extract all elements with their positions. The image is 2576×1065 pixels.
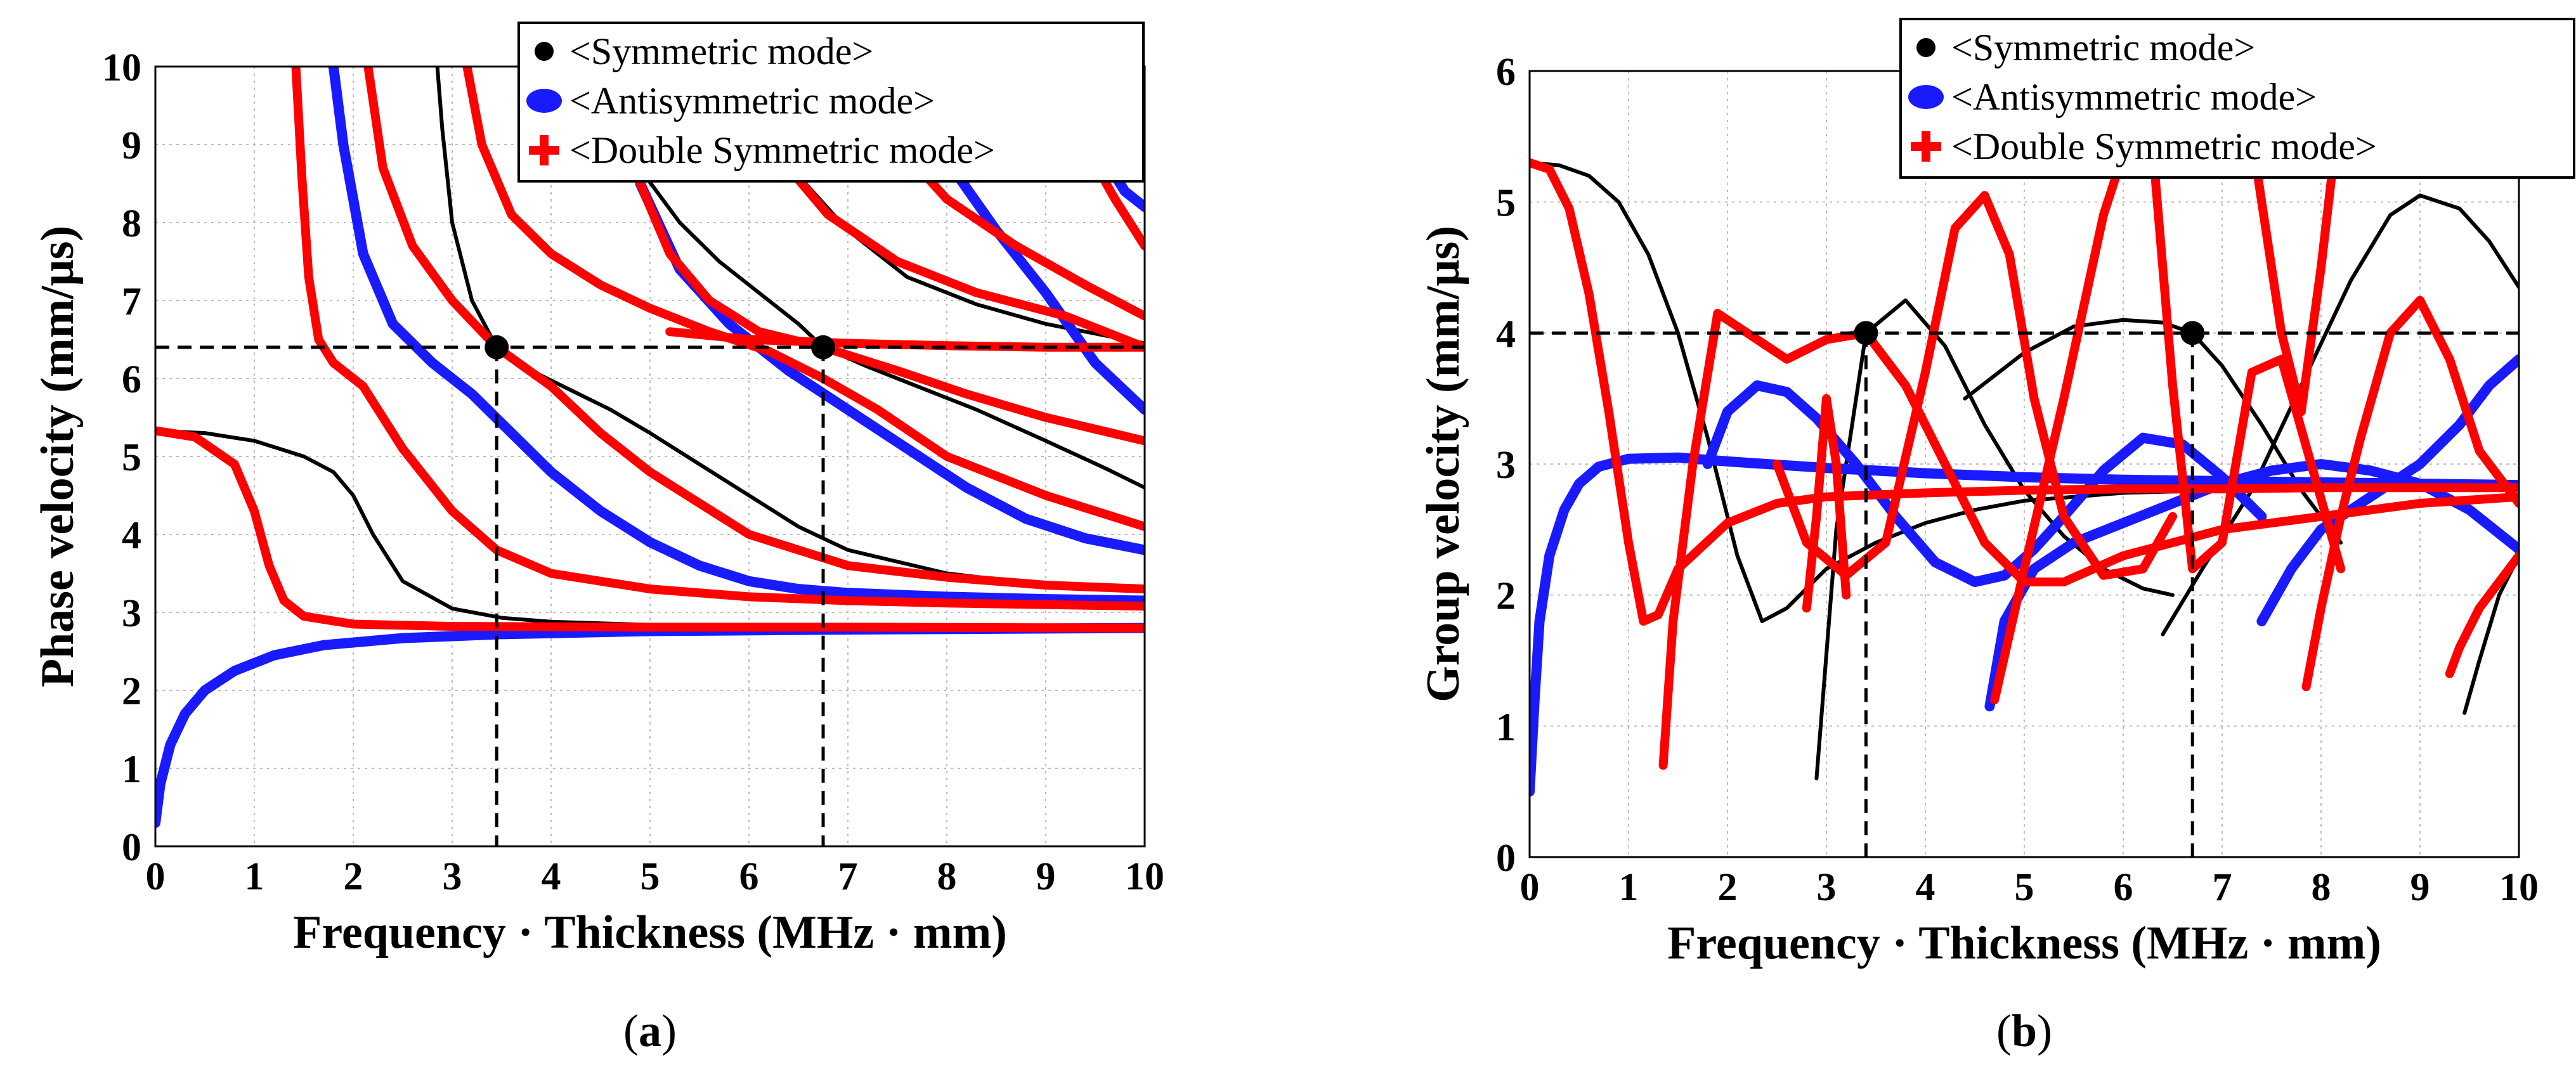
legend: <Symmetric mode> <Antisymmetric mode> <Dou…	[1899, 18, 2575, 179]
y-tick-label: 8	[122, 202, 141, 245]
y-tick-label: 3	[1496, 444, 1516, 487]
legend-marker-symmetric	[1916, 38, 1935, 57]
x-tick-label: 6	[2114, 866, 2133, 909]
panel-letter: b	[2012, 1005, 2037, 1056]
chart-panel-a: 0 1 2 3 4 5 6 7 8 9 10 0 1 2 3 4 5 6 7 8 9 10 Frequency · Thic…	[0, 0, 1268, 1065]
x-tick-label: 1	[1619, 866, 1639, 909]
y-tick-label: 1	[122, 748, 141, 791]
panel-caption: (b)	[1996, 1005, 2052, 1056]
panel-caption: (a)	[623, 1005, 677, 1056]
series-double-symmetric-D0	[1530, 158, 2519, 626]
y-tick-label: 4	[1496, 313, 1516, 356]
y-tick-label: 2	[1496, 575, 1516, 618]
highlight-point	[1854, 321, 1878, 345]
series-double-symmetric-D0	[155, 426, 1145, 633]
legend-label: <Symmetric mode>	[1951, 27, 2255, 68]
x-axis-label: Frequency · Thickness (MHz · mm)	[1667, 917, 2381, 969]
y-tick-label: 0	[122, 826, 141, 869]
y-tick-label: 3	[122, 592, 141, 635]
series-double-symmetric-D6	[2237, 71, 2346, 416]
series-antisymmetric-A1	[1702, 380, 2267, 587]
legend-label: <Double Symmetric mode>	[569, 129, 995, 171]
series-double-symmetric-D3	[1990, 119, 2346, 704]
x-tick-label: 8	[937, 855, 957, 898]
x-tick-label: 9	[2410, 866, 2430, 909]
y-tick-label: 0	[1496, 837, 1516, 880]
y-tick-label: 7	[122, 280, 141, 323]
series-antisymmetric-A1	[328, 67, 1145, 606]
series-symmetric-S1	[435, 67, 1145, 591]
series-symmetric-S4	[2462, 553, 2519, 715]
series-double-symmetric-D5	[1802, 394, 1851, 613]
x-axis-label: Frequency · Thickness (MHz · mm)	[293, 907, 1007, 958]
legend-label: <Symmetric mode>	[569, 30, 873, 72]
y-tick-label: 5	[1496, 182, 1516, 225]
group-velocity-chart: 0 1 2 3 4 5 6 7 8 9 10 0 1 2 3 4 5 6 Frequency · Thickness…	[1417, 18, 2575, 1056]
x-tick-label: 4	[542, 855, 561, 898]
x-tick-label: 5	[2015, 866, 2034, 909]
y-tick-label: 10	[102, 46, 141, 89]
x-tick-label: 6	[739, 855, 759, 898]
series-double-symmetric-D1	[291, 67, 1145, 611]
series-group	[155, 67, 1145, 829]
y-axis-label: Phase velocity (mm/μs)	[32, 226, 84, 687]
legend: <Symmetric mode> <Antisymmetric mode> <Dou…	[517, 22, 1145, 183]
series-antisymmetric-A3	[2256, 354, 2519, 626]
y-axis-label: Group velocity (mm/μs)	[1417, 226, 1469, 702]
y-tick-label: 6	[122, 358, 141, 401]
y-tick-label: 2	[122, 670, 141, 713]
y-tick-label: 5	[122, 436, 141, 479]
series-double-symmetric-D2	[363, 67, 1145, 594]
x-tick-label: 4	[1916, 866, 1935, 909]
legend-box	[517, 22, 1145, 183]
x-tick-label: 10	[1125, 855, 1164, 898]
y-tick-label: 6	[1496, 51, 1516, 94]
x-tick-label: 9	[1036, 855, 1056, 898]
legend-label: <Antisymmetric mode>	[569, 80, 935, 122]
legend-label: <Double Symmetric mode>	[1951, 126, 2377, 167]
x-tick-label: 10	[2499, 866, 2539, 909]
legend-marker-double-symmetric	[529, 135, 559, 165]
x-tick-label: 2	[1718, 866, 1738, 909]
x-tick-label: 1	[245, 855, 264, 898]
series-double-symmetric-D8	[665, 327, 1145, 352]
phase-velocity-chart: 0 1 2 3 4 5 6 7 8 9 10 0 1 2 3 4 5 6 7 8 9 10 Frequency · Thic…	[32, 22, 1164, 1056]
x-tick-label: 7	[2213, 866, 2232, 909]
x-tick-label: 5	[641, 855, 660, 898]
legend-box	[1899, 18, 2575, 179]
highlight-point	[811, 335, 835, 359]
x-tick-label: 3	[443, 855, 462, 898]
legend-marker-antisymmetric	[526, 89, 562, 113]
x-tick-label: 8	[2312, 866, 2331, 909]
series-double-symmetric-D1	[1658, 309, 2519, 770]
x-tick-label: 0	[146, 855, 166, 898]
y-tick-label: 1	[1496, 706, 1516, 749]
series-double-symmetric-D7	[2445, 551, 2519, 678]
legend-marker-double-symmetric	[1911, 131, 1941, 162]
x-tick-label: 0	[1520, 866, 1540, 909]
highlight-point	[485, 335, 509, 359]
panel-letter: a	[639, 1005, 661, 1056]
series-symmetric-S2	[1963, 318, 2343, 545]
legend-marker-antisymmetric	[1908, 85, 1944, 109]
legend-label: <Antisymmetric mode>	[1951, 76, 2317, 118]
legend-marker-symmetric	[535, 42, 554, 61]
y-tick-label: 9	[122, 124, 141, 167]
x-tick-label: 3	[1817, 866, 1837, 909]
x-tick-label: 2	[344, 855, 363, 898]
series-double-symmetric-D4	[2301, 295, 2519, 692]
y-tick-label: 4	[122, 514, 141, 557]
chart-panel-b: 0 1 2 3 4 5 6 7 8 9 10 0 1 2 3 4 5 6 Frequency · Thickness…	[1332, 0, 2576, 1065]
series-group	[1530, 71, 2519, 797]
highlight-point	[2180, 321, 2205, 345]
grid	[1529, 70, 2520, 858]
x-tick-label: 7	[838, 855, 858, 898]
